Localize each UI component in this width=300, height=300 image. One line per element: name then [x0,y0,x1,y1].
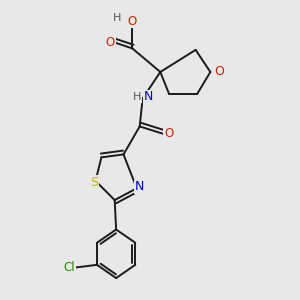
Text: H: H [113,13,121,23]
Text: O: O [128,14,137,28]
Text: O: O [164,127,173,140]
Text: N: N [135,180,144,193]
Text: S: S [90,176,98,189]
Text: H: H [133,92,141,102]
Text: N: N [143,91,153,103]
Text: O: O [214,65,224,79]
Text: Cl: Cl [63,261,75,274]
Text: O: O [106,36,115,49]
